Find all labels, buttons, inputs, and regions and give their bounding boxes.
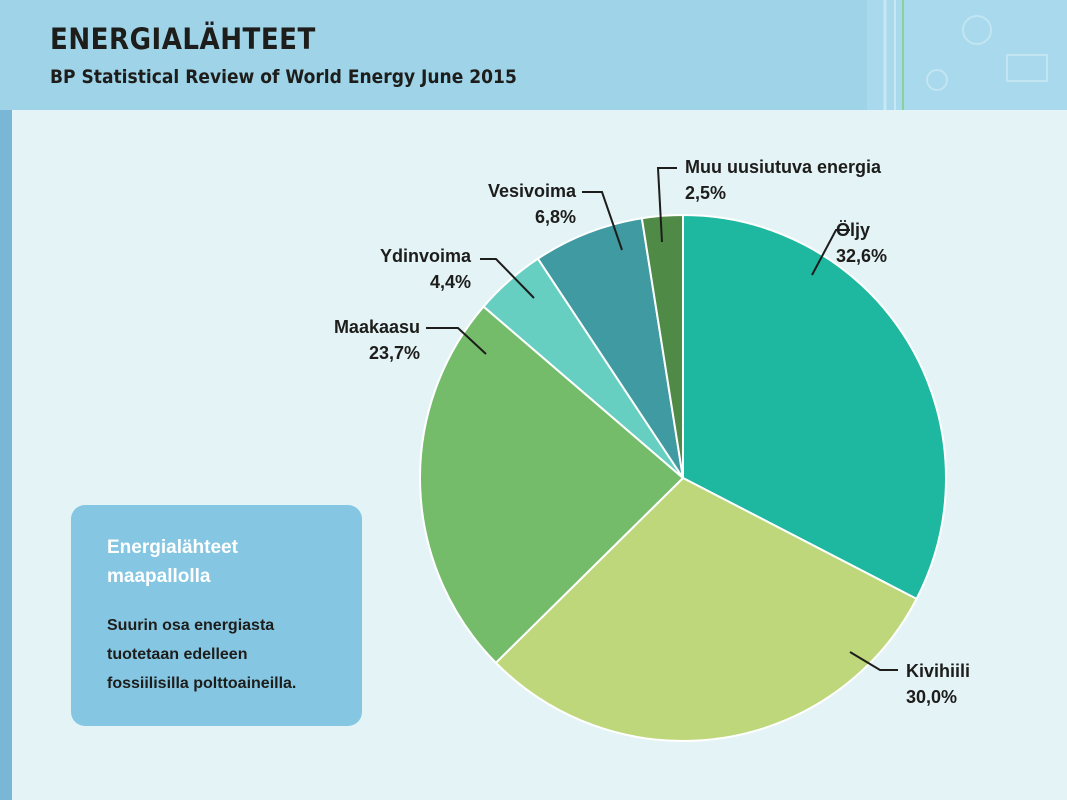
slice-label-muu-uusiutuva-energia: Muu uusiutuva energia: [685, 157, 882, 177]
slice-label-kivihiili: Kivihiili: [906, 661, 970, 681]
header-pattern: [867, 0, 1067, 110]
info-box-text-line: fossiilisilla polttoaineilla.: [107, 675, 297, 692]
info-box-title-line: maapallolla: [107, 566, 211, 587]
page-subtitle: BP Statistical Review of World Energy Ju…: [50, 66, 517, 88]
pie-slice-muu-uusiutuva-energia: [640, 213, 684, 479]
leader-line-oljy: [811, 229, 850, 276]
info-box-text-line: tuotetaan edelleen: [107, 646, 248, 663]
slice-label-oljy: Öljy: [836, 220, 870, 240]
header-banner: [0, 0, 1067, 110]
leader-line-maakaasu: [426, 327, 487, 355]
slice-value-vesivoima: 6,8%: [535, 207, 576, 227]
info-box-title: Energialähteet maapallolla: [107, 533, 342, 591]
slice-value-maakaasu: 23,7%: [369, 343, 420, 363]
leader-line-kivihiili: [849, 651, 898, 671]
leader-line-ydinvoima: [480, 258, 535, 299]
slice-label-ydinvoima: Ydinvoima: [380, 246, 472, 266]
info-box-title-line: Energialähteet: [107, 537, 238, 558]
info-box-text: Suurin osa energiasta tuotetaan edelleen…: [107, 611, 342, 698]
page-title: ENERGIALÄHTEET: [50, 22, 316, 56]
info-box-text-line: Suurin osa energiasta: [107, 617, 275, 634]
left-stripe: [0, 110, 12, 800]
pie-slice-oljy: [682, 213, 947, 601]
pie-slice-maakaasu: [419, 305, 685, 665]
leader-line-vesivoima: [582, 191, 623, 251]
slice-value-kivihiili: 30,0%: [906, 687, 957, 707]
pie-slice-kivihiili: [494, 476, 918, 742]
slice-label-vesivoima: Vesivoima: [488, 181, 577, 201]
slice-value-muu-uusiutuva-energia: 2,5%: [685, 183, 726, 203]
slice-label-maakaasu: Maakaasu: [334, 317, 420, 337]
pie-slice-vesivoima: [536, 217, 684, 479]
info-box: Energialähteet maapallolla Suurin osa en…: [71, 505, 362, 726]
leader-line-muu-uusiutuva-energia: [656, 167, 677, 243]
slice-value-ydinvoima: 4,4%: [430, 272, 471, 292]
slice-value-oljy: 32,6%: [836, 246, 887, 266]
